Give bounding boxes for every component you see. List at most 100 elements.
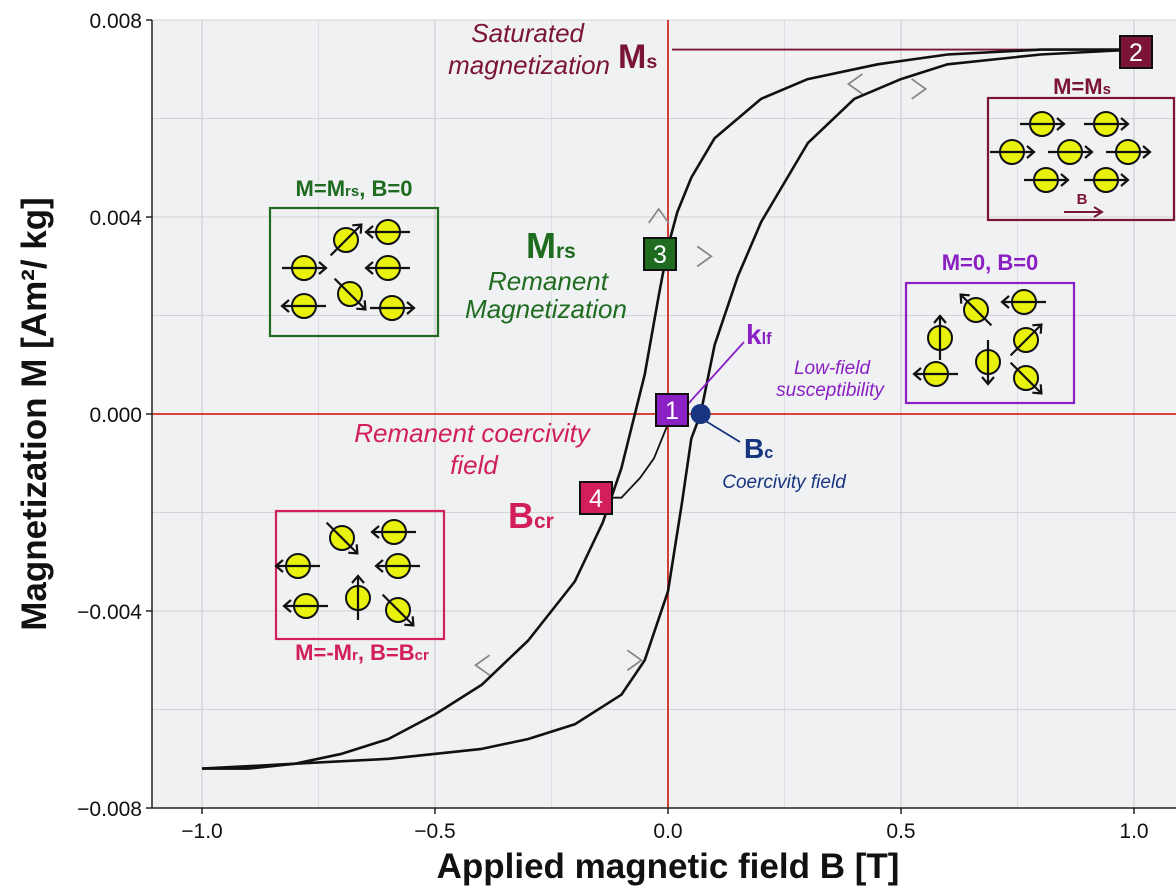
grain-arrow-head	[370, 525, 380, 539]
grain	[1106, 139, 1152, 165]
domain-box-frame	[986, 96, 1176, 222]
grain-arrow-head	[1120, 173, 1130, 187]
grain-arrow-head	[1120, 117, 1130, 131]
bcr-label: Remanent coercivity	[354, 418, 592, 448]
grain-arrow-head	[282, 599, 292, 613]
tick-labels: −1.0 −0.5 0.0 0.5 1.0 −0.008 −0.004 0.000 0.004 0…	[77, 10, 1148, 843]
saturated-label: Saturated	[471, 18, 585, 48]
x-tick-label: 0.0	[653, 820, 682, 843]
marker-number: 3	[653, 241, 667, 269]
grain-arrow-head	[351, 574, 365, 584]
point-marker-4: 4	[579, 481, 613, 515]
marker-box	[579, 481, 613, 515]
domain-box-title: M=-Mr, B=Bcr	[295, 640, 429, 665]
mrs-symbol: Mrs	[526, 225, 576, 266]
grain-arrow-shaft	[333, 277, 367, 311]
grain-arrow-head	[364, 261, 374, 275]
grain	[1009, 361, 1043, 395]
grain	[364, 219, 410, 245]
mrs-label: Remanent	[488, 266, 610, 296]
grain	[364, 255, 410, 281]
marker-number: 1	[665, 397, 679, 425]
domain-box-ms: M=Ms B	[986, 74, 1176, 222]
grain-arrow-head	[406, 301, 416, 315]
curves	[201, 48, 1135, 770]
grain	[274, 553, 320, 579]
grain	[325, 521, 359, 555]
mrs-label-2: Magnetization	[465, 294, 627, 324]
domain-box-zero: M=0, B=0	[904, 250, 1076, 405]
grain	[1000, 289, 1046, 315]
y-axis-title: Magnetization M [Am²/ kg]	[15, 197, 54, 631]
grain	[1009, 323, 1043, 357]
grain-arrow-shaft	[325, 521, 359, 555]
grain-arrow-head	[1142, 145, 1152, 159]
grain	[374, 553, 420, 579]
grain	[912, 361, 958, 387]
grain	[333, 277, 367, 311]
series-line	[202, 48, 1134, 770]
field-label: B	[1077, 191, 1088, 208]
direction-chevron	[846, 73, 863, 95]
point-marker-1: 1	[655, 393, 689, 427]
grain	[1020, 111, 1066, 137]
bcr-symbol: Bcr	[508, 495, 554, 536]
grain	[990, 139, 1036, 165]
series-line	[201, 48, 1135, 770]
y-tick-label: 0.008	[89, 10, 142, 33]
domain-box-mr: M=-Mr, B=Bcr	[274, 509, 446, 665]
direction-chevron	[626, 649, 643, 671]
grain-arrow-shaft	[381, 593, 415, 627]
grain-arrow-head	[912, 367, 922, 381]
direction-arrows	[474, 73, 928, 676]
grain-arrow-shaft	[329, 223, 363, 257]
grain	[1084, 111, 1130, 137]
x-tick-label: 0.5	[886, 820, 915, 843]
marker-box	[655, 393, 689, 427]
marker-box	[1119, 35, 1153, 69]
point-marker-2: 2	[1119, 35, 1153, 69]
grain	[1084, 167, 1130, 193]
grain	[345, 574, 371, 620]
klf-symbol: klf	[746, 319, 772, 350]
domain-box-frame	[274, 509, 446, 641]
grain-arrow-head	[1000, 295, 1010, 309]
grain-arrow-head	[374, 559, 384, 573]
y-tick-label: 0.004	[89, 207, 142, 230]
grain-arrow-head	[318, 261, 328, 275]
grain	[329, 223, 363, 257]
grain-arrow-head	[981, 376, 995, 386]
x-tick-label: −1.0	[181, 820, 222, 843]
grain-arrow-head	[364, 225, 374, 239]
grain-arrow-shaft	[1009, 323, 1043, 357]
grain-arrow-head	[352, 223, 363, 234]
grain	[370, 519, 416, 545]
field-arrow-head	[1093, 206, 1104, 218]
klf-leader	[687, 341, 745, 405]
x-tick-label: −0.5	[414, 820, 455, 843]
bc-symbol: Bc	[744, 433, 773, 464]
grain	[1024, 167, 1070, 193]
grain-arrow-head	[1026, 145, 1036, 159]
direction-chevron	[696, 245, 713, 268]
ms-symbol: Ms	[618, 38, 657, 76]
grain-arrow-shaft	[1009, 361, 1043, 395]
x-axis-title: Applied magnetic field B [T]	[437, 847, 900, 886]
marker-number: 4	[589, 485, 603, 513]
bc-point	[690, 404, 711, 424]
grain-arrow-head	[280, 299, 290, 313]
marker-number: 2	[1129, 39, 1143, 67]
y-tick-label: −0.008	[77, 798, 142, 821]
grain	[282, 255, 328, 281]
bcr-label-2: field	[450, 450, 499, 480]
grain	[959, 293, 993, 327]
grain-arrow-head	[1032, 323, 1043, 334]
direction-chevron	[647, 207, 670, 224]
series-line	[602, 423, 669, 499]
x-tick-label: 1.0	[1119, 820, 1148, 843]
direction-chevron	[474, 654, 491, 676]
klf-label-2: susceptibility	[776, 380, 885, 401]
grain-arrow-head	[1060, 173, 1070, 187]
